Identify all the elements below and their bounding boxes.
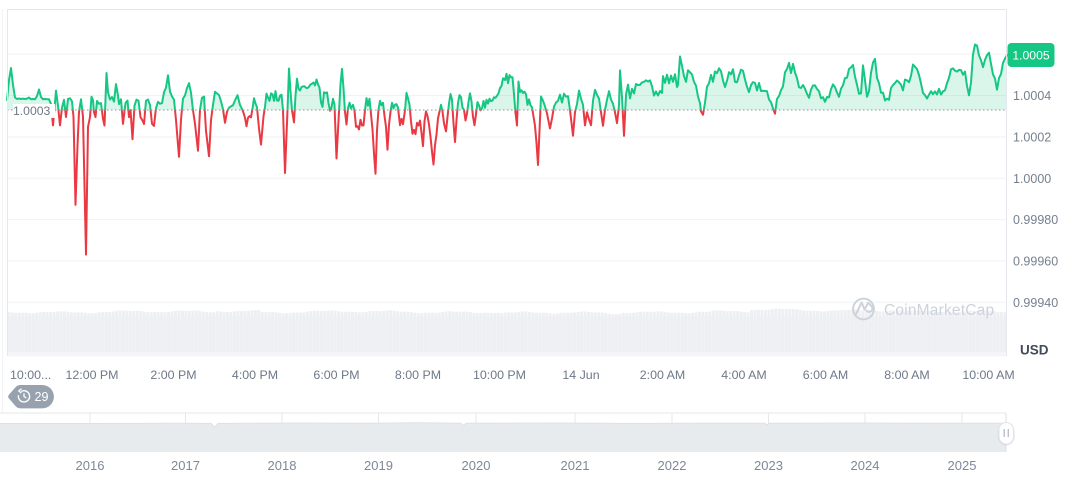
svg-text:10:00 AM: 10:00 AM xyxy=(962,368,1014,382)
svg-text:2018: 2018 xyxy=(268,458,297,473)
svg-text:8:00 PM: 8:00 PM xyxy=(395,368,441,382)
svg-text:2017: 2017 xyxy=(171,458,200,473)
svg-text:2022: 2022 xyxy=(658,458,687,473)
svg-text:1.0003: 1.0003 xyxy=(13,104,50,118)
svg-text:2020: 2020 xyxy=(462,458,491,473)
svg-text:1.0004: 1.0004 xyxy=(1013,89,1051,103)
svg-text:8:00 AM: 8:00 AM xyxy=(884,368,929,382)
svg-text:0.99960: 0.99960 xyxy=(1013,255,1058,269)
svg-text:0.99980: 0.99980 xyxy=(1013,213,1058,227)
svg-text:1.0000: 1.0000 xyxy=(1013,172,1051,186)
svg-text:10:00 PM: 10:00 PM xyxy=(473,368,526,382)
svg-text:2025: 2025 xyxy=(948,458,977,473)
svg-text:CoinMarketCap: CoinMarketCap xyxy=(884,302,994,319)
svg-text:2023: 2023 xyxy=(754,458,783,473)
svg-text:2:00 PM: 2:00 PM xyxy=(150,368,196,382)
svg-text:6:00 AM: 6:00 AM xyxy=(803,368,848,382)
svg-text:14 Jun: 14 Jun xyxy=(562,368,599,382)
svg-text:12:00 PM: 12:00 PM xyxy=(65,368,118,382)
svg-text:USD: USD xyxy=(1020,343,1049,358)
svg-text:0.99940: 0.99940 xyxy=(1013,296,1058,310)
svg-text:2:00 AM: 2:00 AM xyxy=(640,368,685,382)
svg-text:10:00...: 10:00... xyxy=(10,368,51,382)
svg-text:4:00 AM: 4:00 AM xyxy=(721,368,766,382)
svg-text:2019: 2019 xyxy=(364,458,393,473)
svg-text:1.0005: 1.0005 xyxy=(1012,49,1049,63)
svg-text:1.0002: 1.0002 xyxy=(1013,131,1051,145)
svg-text:2016: 2016 xyxy=(76,458,105,473)
svg-text:6:00 PM: 6:00 PM xyxy=(313,368,359,382)
svg-text:2021: 2021 xyxy=(561,458,590,473)
svg-text:2024: 2024 xyxy=(851,458,880,473)
svg-text:29: 29 xyxy=(35,390,49,404)
svg-text:4:00 PM: 4:00 PM xyxy=(232,368,278,382)
